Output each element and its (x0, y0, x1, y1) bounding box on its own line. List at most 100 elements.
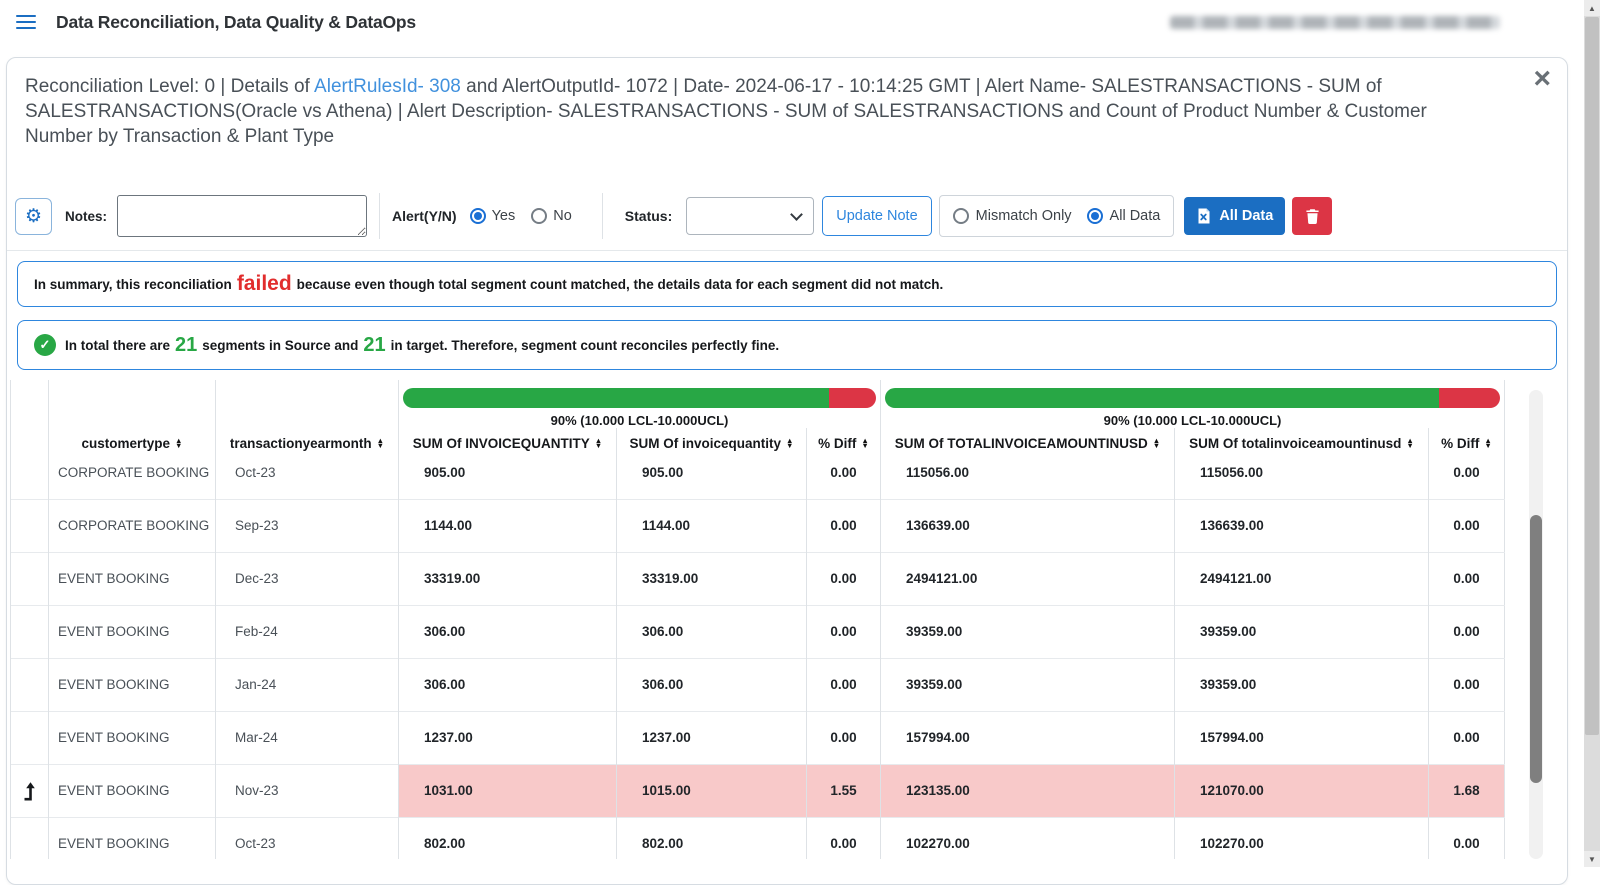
segments-p1: In total there are (65, 337, 171, 353)
notes-input[interactable] (117, 195, 368, 237)
toolbar: ⚙ Notes: Alert(Y/N) Yes No Status: Updat… (7, 193, 1567, 251)
notes-label: Notes: (65, 208, 108, 224)
cell-transactionyearmonth: Feb-24 (215, 604, 399, 658)
page-scrollbar-thumb[interactable] (1585, 17, 1599, 735)
sort-header--diff[interactable]: % Diff ▲ ▼ (1428, 428, 1505, 458)
cell-sum-totalinvoiceamount-src: 157994.00 (880, 710, 1175, 764)
cell-sum-totalinvoiceamount-src: 136639.00 (880, 498, 1175, 552)
segments-p3: in target. Therefore, segment count reco… (390, 337, 780, 353)
group-1-bar-matched (403, 388, 829, 408)
trash-icon (1306, 208, 1319, 224)
segments-alert: ✓ In total there are 21 segments in Sour… (17, 320, 1557, 370)
alert-no-radio[interactable] (531, 208, 548, 224)
table-row: EVENT BOOKING Feb-24 306.00 306.00 0.00 39359… (10, 604, 1505, 658)
cell-pct-diff-1: 0.00 (806, 816, 881, 859)
cell-sum-invoicequantity-src: 33319.00 (398, 551, 617, 605)
sort-header-sum-of-totalinvoiceamountinusd[interactable]: SUM Of TOTALINVOICEAMOUNTINUSD ▲ ▼ (880, 428, 1175, 458)
row-drill-cell (10, 763, 49, 817)
close-icon[interactable]: × (1533, 62, 1551, 95)
row-drill-cell (10, 604, 49, 658)
cell-sum-totalinvoiceamount-tgt: 136639.00 (1174, 498, 1429, 552)
alert-rules-id-link[interactable]: AlertRulesId- 308 (314, 76, 461, 97)
chevron-down-icon (790, 207, 804, 221)
drill-up-icon[interactable] (21, 780, 38, 801)
sort-icon[interactable]: ▲ ▼ (175, 435, 183, 450)
mismatch-only-radio[interactable] (952, 208, 969, 224)
cell-transactionyearmonth: Jan-24 (215, 657, 399, 711)
sort-icon[interactable]: ▲ ▼ (861, 435, 869, 450)
sort-header-customertype[interactable]: customertype ▲ ▼ (48, 428, 216, 458)
delete-button[interactable] (1292, 197, 1333, 235)
cell-customertype: EVENT BOOKING (48, 710, 216, 764)
progress-bar-row: 90% (10.000 LCL-10.000UCL) 90% (10.000 L… (10, 380, 1505, 428)
mismatch-only-label: Mismatch Only (975, 208, 1072, 224)
page-scrollbar[interactable]: ▲ ▼ (1584, 0, 1600, 867)
cell-transactionyearmonth: Mar-24 (215, 710, 399, 764)
sort-icon[interactable]: ▲ ▼ (376, 435, 385, 450)
table-row: EVENT BOOKING Jan-24 306.00 306.00 0.00 39359… (10, 657, 1505, 711)
table-row: CORPORATE BOOKING Sep-23 1144.00 1144.00 0.0… (10, 498, 1505, 552)
table-body: CORPORATE BOOKING Oct-23 905.00 905.00 0.00 1… (10, 446, 1505, 859)
cell-transactionyearmonth: Sep-23 (215, 498, 399, 552)
table-scrollbar[interactable] (1529, 390, 1543, 859)
sort-icon[interactable]: ▲ ▼ (1484, 435, 1492, 450)
hamburger-menu-icon[interactable] (16, 14, 36, 30)
cell-pct-diff-2: 0.00 (1428, 551, 1505, 605)
sort-header-sum-of-totalinvoiceamountinusd[interactable]: SUM Of totalinvoiceamountinusd ▲ ▼ (1174, 428, 1429, 458)
table-body-wrap: CORPORATE BOOKING Oct-23 905.00 905.00 0.00 1… (10, 446, 1555, 859)
status-select[interactable] (686, 197, 815, 235)
details-prefix: Reconciliation Level: 0 | Details of (25, 76, 315, 97)
group-2-bar-matched (885, 388, 1439, 408)
cell-sum-invoicequantity-tgt: 1237.00 (616, 710, 807, 764)
alert-no-label: No (553, 208, 572, 224)
app-title: Data Reconciliation, Data Quality & Data… (56, 11, 416, 32)
cell-sum-invoicequantity-tgt: 306.00 (616, 604, 807, 658)
cell-sum-totalinvoiceamount-tgt: 121070.00 (1174, 763, 1429, 817)
cell-sum-invoicequantity-src: 1144.00 (398, 498, 617, 552)
cell-customertype: CORPORATE BOOKING (48, 498, 216, 552)
cell-pct-diff-1: 0.00 (806, 710, 881, 764)
cell-pct-diff-1: 0.00 (806, 604, 881, 658)
row-drill-cell (10, 816, 49, 859)
update-note-button[interactable]: Update Note (822, 196, 932, 236)
cell-customertype: EVENT BOOKING (48, 657, 216, 711)
icon-column-header (10, 428, 49, 458)
sort-icon[interactable]: ▲ ▼ (594, 435, 603, 450)
cell-sum-totalinvoiceamount-src: 39359.00 (880, 657, 1175, 711)
group-2-bar-mismatched (1438, 388, 1501, 408)
sort-header-sum-of-invoicequantity[interactable]: SUM Of invoicequantity ▲ ▼ (616, 428, 807, 458)
cell-pct-diff-2: 0.00 (1428, 498, 1505, 552)
cell-sum-invoicequantity-src: 1237.00 (398, 710, 617, 764)
sort-header--diff[interactable]: % Diff ▲ ▼ (805, 428, 881, 458)
segments-count-target: 21 (363, 334, 386, 356)
check-circle-icon: ✓ (34, 334, 56, 356)
table-scrollbar-thumb[interactable] (1530, 515, 1542, 783)
cell-pct-diff-1: 0.00 (806, 551, 881, 605)
status-label: Status: (624, 208, 673, 224)
sort-header-sum-of-invoicequantity[interactable]: SUM Of INVOICEQUANTITY ▲ ▼ (398, 428, 617, 458)
table-row: EVENT BOOKING Oct-23 802.00 802.00 0.00 10227… (10, 816, 1505, 859)
alert-yes-radio[interactable] (469, 208, 486, 224)
cell-pct-diff-2: 0.00 (1428, 604, 1505, 658)
all-data-radio-label: All Data (1109, 208, 1161, 224)
summary-alert: In summary, this reconciliation failed b… (17, 261, 1557, 307)
settings-button[interactable]: ⚙ (15, 197, 52, 235)
sort-header-transactionyearmonth[interactable]: transactionyearmonth ▲ ▼ (215, 428, 399, 458)
export-all-data-button[interactable]: All Data (1184, 197, 1286, 235)
sort-icon[interactable]: ▲ ▼ (1406, 435, 1414, 450)
scroll-down-icon[interactable]: ▼ (1584, 851, 1600, 867)
segments-count-source: 21 (175, 334, 198, 356)
details-suffix: and AlertOutputId- 1072 | Date- 2024-06-… (25, 76, 1427, 147)
group-1-bar-mismatched (828, 388, 877, 408)
table-row: EVENT BOOKING Nov-23 1031.00 1015.00 1.55 123… (10, 763, 1505, 817)
sort-icon[interactable]: ▲ ▼ (1152, 435, 1161, 450)
scroll-up-icon[interactable]: ▲ (1584, 0, 1600, 16)
sort-icon[interactable]: ▲ ▼ (786, 435, 794, 450)
all-data-radio[interactable] (1086, 208, 1103, 224)
summary-failed: failed (236, 272, 292, 295)
cell-sum-invoicequantity-tgt: 306.00 (616, 657, 807, 711)
cell-sum-totalinvoiceamount-tgt: 39359.00 (1174, 657, 1429, 711)
summary-pre: In summary, this reconciliation (34, 276, 232, 292)
alert-yn-label: Alert(Y/N) (392, 208, 457, 224)
row-drill-cell (10, 657, 49, 711)
